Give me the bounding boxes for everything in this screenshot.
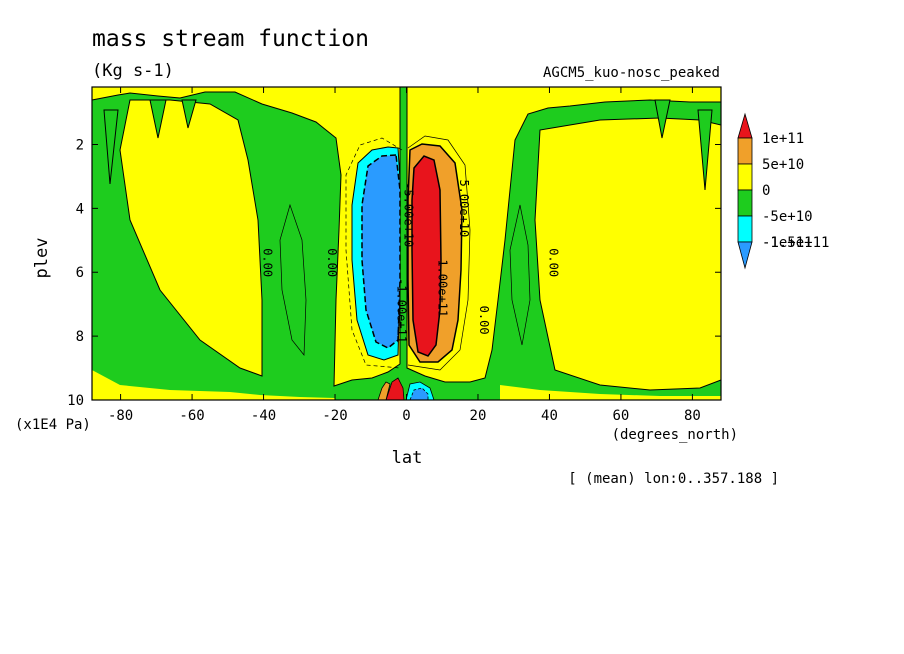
experiment-label: AGCM5_kuo-nosc_peaked	[543, 65, 720, 81]
colorbar-label: 5e+10	[762, 157, 804, 173]
x-tick-label: -80	[108, 408, 133, 424]
contour-labels: -1.00e+11 -5.00e+10 1.00e+11 5.00e+10 0.00 0.…	[261, 179, 561, 343]
contour-label: 0.00	[261, 248, 275, 277]
y-axis-units: (x1E4 Pa)	[15, 417, 91, 433]
colorbar: 1e+11 5e+10 0 -5e+10 -1e+11-1.5e+11	[737, 112, 829, 270]
contour-pos-thin	[407, 135, 471, 371]
fill-yellow-south	[91, 86, 401, 387]
contour-neg-thin	[345, 137, 403, 369]
x-tick-label: -20	[322, 408, 347, 424]
x-tick-label: 20	[470, 408, 487, 424]
x-tick-label: 0	[402, 408, 410, 424]
colorbar-arrow-top	[737, 112, 753, 139]
contour-label: 1.00e+11	[436, 259, 450, 317]
fill-green-spikes	[103, 99, 713, 191]
colorbar-label: -1.5e+11	[762, 235, 829, 251]
y-tick-label: 4	[76, 201, 84, 217]
colorbar-label: 1e+11	[762, 131, 804, 147]
contour-label: 0.00	[546, 248, 560, 277]
x-tick-label: 80	[684, 408, 701, 424]
fill-yellow-north	[406, 86, 722, 383]
x-axis-label: lat	[392, 448, 423, 468]
x-tick-label: 60	[613, 408, 630, 424]
y-tick-label: 10	[67, 393, 84, 409]
colorbar-segment	[737, 215, 753, 243]
chart-units: (Kg s-1)	[92, 61, 174, 81]
contour-label: 0.00	[477, 306, 491, 335]
contour-label: 0.00	[325, 248, 339, 277]
x-tick-label: 40	[541, 408, 558, 424]
fill-red-cell	[411, 155, 442, 357]
x-axis-ticks: -80 -60 -40 -20 0 20 40 60 80	[108, 87, 701, 424]
fill-blue-cell	[361, 154, 401, 349]
x-tick-label: -40	[251, 408, 276, 424]
y-axis-ticks: 2 4 6 8 10	[67, 137, 721, 409]
fill-yellow-sh-tail	[92, 370, 335, 400]
contour-nh-inner	[509, 204, 531, 346]
colorbar-segment	[737, 137, 753, 165]
plot-area	[91, 86, 722, 401]
fill-yellow-nh-tail	[500, 385, 721, 400]
y-tick-label: 2	[76, 137, 84, 153]
y-tick-label: 6	[76, 265, 84, 281]
contour-label: -5.00e+10	[402, 182, 416, 247]
chart-title: mass stream function	[92, 26, 369, 52]
fill-yellow-sh-lobe	[119, 99, 263, 377]
footnote: [ (mean) lon:0..357.188 ]	[568, 471, 779, 487]
contour-sh-inner	[279, 203, 307, 356]
x-axis-units: (degrees_north)	[612, 427, 738, 443]
colorbar-arrow-bottom	[737, 241, 753, 270]
colorbar-label: 0	[762, 183, 770, 199]
fill-yellow-nh-lobe	[534, 117, 722, 391]
colorbar-segment	[737, 163, 753, 191]
contour-label: 5.00e+10	[457, 179, 471, 237]
colorbar-label: -5e+10	[762, 209, 813, 225]
x-tick-label: -60	[179, 408, 204, 424]
y-tick-label: 8	[76, 329, 84, 345]
y-axis-label: plev	[32, 238, 52, 279]
contour-label: -1.00e+11	[395, 278, 409, 343]
colorbar-label: -1e+11	[762, 235, 813, 251]
colorbar-segment	[737, 189, 753, 217]
